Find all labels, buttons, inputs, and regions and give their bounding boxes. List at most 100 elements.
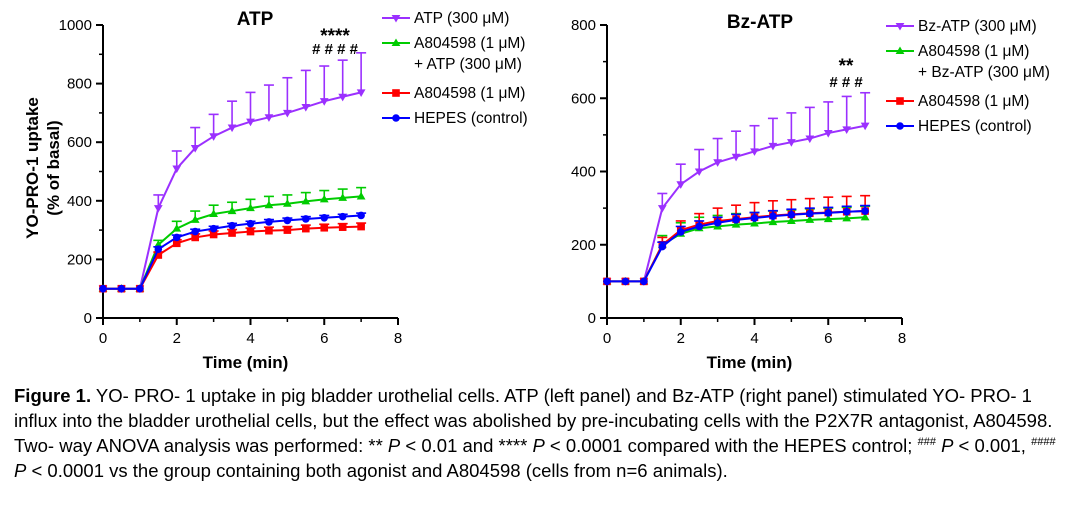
data-point xyxy=(153,240,163,248)
data-point xyxy=(320,213,329,222)
data-point xyxy=(750,148,759,156)
data-point xyxy=(153,205,163,213)
data-point xyxy=(117,284,126,293)
data-point xyxy=(154,245,163,253)
data-point xyxy=(209,230,218,239)
legend-entry-2: A804598 (1 μM) + Bz-ATP (300 μM) xyxy=(886,43,1050,81)
data-point xyxy=(657,205,667,213)
data-point xyxy=(842,207,851,216)
legend-marker xyxy=(895,46,905,55)
data-point xyxy=(842,213,852,222)
x-axis-title: Time (min) xyxy=(707,353,793,372)
legend-marker xyxy=(392,114,400,122)
data-point xyxy=(301,104,311,112)
legend-entry-3: A804598 (1 μM) xyxy=(886,93,1029,110)
data-point xyxy=(768,142,778,151)
legend-label: HEPES (control) xyxy=(414,110,528,127)
data-point xyxy=(246,203,255,212)
significance-stars: **** xyxy=(320,26,350,47)
y-tick-label: 400 xyxy=(67,193,92,210)
data-point xyxy=(172,165,182,174)
series-3 xyxy=(603,194,871,286)
legend-label: A804598 (1 μM) xyxy=(918,43,1029,60)
x-tick-label: 8 xyxy=(898,330,906,347)
x-tick-label: 0 xyxy=(603,330,611,347)
data-point xyxy=(227,206,237,215)
data-point xyxy=(172,224,182,232)
data-point xyxy=(246,219,255,228)
data-point xyxy=(357,222,365,231)
legend-marker xyxy=(392,89,400,97)
data-point xyxy=(676,181,686,189)
legend-marker xyxy=(391,38,401,47)
y-tick-label: 800 xyxy=(67,76,92,93)
data-point xyxy=(228,221,236,230)
data-point xyxy=(320,223,329,232)
caption-text: < 0.01 and **** xyxy=(400,435,533,456)
legend-marker xyxy=(895,22,905,31)
data-point xyxy=(209,224,218,233)
caption-sup: #### xyxy=(1031,436,1056,448)
data-point xyxy=(302,224,310,233)
data-point xyxy=(658,242,667,251)
y-tick-label: 800 xyxy=(571,17,596,34)
legend-label: Bz-ATP (300 μM) xyxy=(918,18,1037,35)
data-point xyxy=(154,251,163,259)
data-point xyxy=(246,227,255,236)
x-tick-label: 2 xyxy=(677,330,685,347)
data-point xyxy=(640,277,648,286)
data-point xyxy=(172,233,181,242)
series-3 xyxy=(99,222,367,293)
significance-hashes: # # # # xyxy=(312,41,359,58)
data-point xyxy=(824,209,833,217)
x-tick-label: 2 xyxy=(173,330,181,347)
y-tick-label: 400 xyxy=(571,164,596,181)
y-tick-label: 600 xyxy=(67,134,92,151)
y-axis-title: YO-PRO-1 uptake (% of basal) xyxy=(23,97,63,239)
data-point xyxy=(228,229,236,237)
data-point xyxy=(860,212,870,221)
legend-label: A804598 (1 μM) xyxy=(414,35,525,52)
data-point xyxy=(319,98,329,106)
caption-p: P xyxy=(532,435,545,456)
chart-title: Bz-ATP xyxy=(727,12,793,33)
significance-stars: ** xyxy=(839,56,854,77)
figure-caption: Figure 1. YO- PRO- 1 uptake in pig bladd… xyxy=(14,383,1066,483)
data-point xyxy=(731,220,741,228)
data-point xyxy=(190,145,200,153)
y-tick-label: 1000 xyxy=(59,17,92,34)
y-axis-title-line: YO-PRO-1 uptake xyxy=(23,97,42,239)
data-point xyxy=(99,284,107,293)
legend-label: ATP (300 μM) xyxy=(414,10,509,27)
legend-label: + ATP (300 μM) xyxy=(414,56,522,73)
x-tick-label: 4 xyxy=(246,330,254,347)
data-point xyxy=(283,109,292,118)
data-point xyxy=(338,212,347,221)
data-point xyxy=(136,284,144,293)
data-point xyxy=(338,93,348,102)
data-point xyxy=(787,210,796,219)
data-point xyxy=(356,89,366,97)
x-tick-label: 0 xyxy=(99,330,107,347)
chart-panel-1: 0 200 400 600 800 1000 0 2 4 6 8 Time (min) YO-PRO-1… xyxy=(23,9,528,372)
data-point xyxy=(695,222,703,231)
y-tick-label: 0 xyxy=(84,310,92,327)
data-point xyxy=(357,211,365,220)
data-point xyxy=(713,218,722,227)
series-4 xyxy=(99,211,367,293)
legend-entry-4: HEPES (control) xyxy=(886,118,1032,135)
data-point xyxy=(338,193,348,201)
caption-p: P xyxy=(941,435,954,456)
legend-entry-1: Bz-ATP (300 μM) xyxy=(886,18,1037,35)
data-point xyxy=(301,196,311,205)
data-point xyxy=(713,159,722,167)
legend-label: A804598 (1 μM) xyxy=(918,93,1029,110)
data-point xyxy=(283,199,292,207)
data-point xyxy=(787,139,796,147)
data-point xyxy=(787,216,796,224)
chart-panel-2: 0 200 400 600 800 0 2 4 6 8 Time (min) Bz-ATP **# # … xyxy=(571,12,1050,372)
caption-label: Figure 1. xyxy=(14,385,92,406)
caption-text: < 0.001, xyxy=(953,435,1032,456)
data-point xyxy=(768,217,778,226)
data-point xyxy=(227,124,237,133)
